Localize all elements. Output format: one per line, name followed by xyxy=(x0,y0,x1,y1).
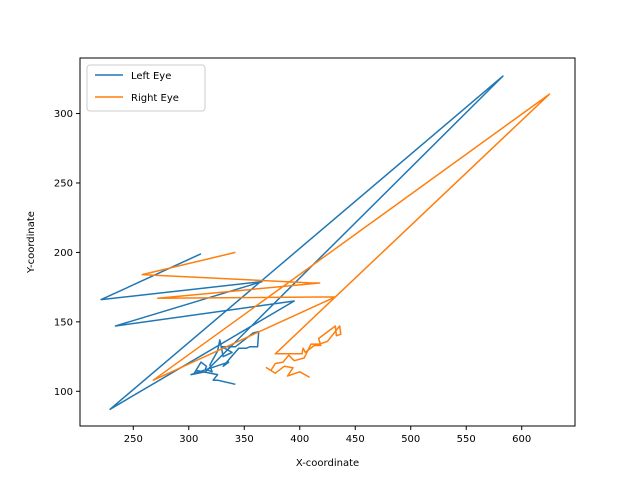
x-tick-label: 600 xyxy=(512,434,531,445)
x-tick-label: 300 xyxy=(179,434,198,445)
x-tick-label: 350 xyxy=(235,434,254,445)
x-axis-label: X-coordinate xyxy=(296,458,359,469)
axes-frame xyxy=(79,57,576,427)
legend: Left Eye Right Eye xyxy=(86,64,206,112)
y-tick-label: 200 xyxy=(54,248,73,259)
legend-label: Left Eye xyxy=(131,71,171,82)
legend-label: Right Eye xyxy=(131,93,179,104)
y-tick-label: 150 xyxy=(54,317,73,328)
legend-box xyxy=(86,64,206,112)
y-tick-label: 100 xyxy=(54,387,73,398)
x-tick-label: 500 xyxy=(401,434,420,445)
x-tick-label: 400 xyxy=(290,434,309,445)
series-line-left-eye xyxy=(100,75,504,411)
y-axis-ticks: 100 150 200 250 300 xyxy=(54,109,80,398)
x-tick-label: 450 xyxy=(346,434,365,445)
x-tick-label: 250 xyxy=(124,434,143,445)
x-tick-label: 550 xyxy=(457,434,476,445)
series-line-right-eye xyxy=(141,93,551,381)
x-axis-ticks: 250 300 350 400 450 500 550 600 xyxy=(124,426,531,445)
y-axis-label: Y-coordinate xyxy=(26,211,37,274)
y-tick-label: 250 xyxy=(54,178,73,189)
plot-lines xyxy=(100,75,551,411)
y-tick-label: 300 xyxy=(54,109,73,120)
